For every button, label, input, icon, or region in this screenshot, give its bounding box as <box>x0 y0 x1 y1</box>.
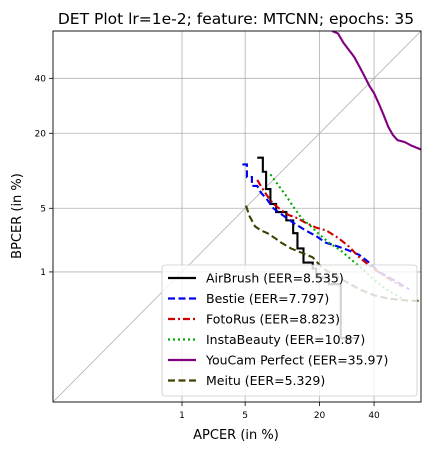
legend-box <box>161 264 418 397</box>
y-tick-label: 40 <box>35 74 47 84</box>
series-line-4 <box>331 31 421 151</box>
legend-label-2: FotoRus (EER=8.823) <box>206 312 340 327</box>
diagonal-reference <box>53 31 421 402</box>
series-line-2 <box>256 179 403 288</box>
y-tick-label: 5 <box>40 204 46 214</box>
legend-label-1: Bestie (EER=7.797) <box>206 291 329 306</box>
x-tick-label: 1 <box>179 411 185 421</box>
legend-label-0: AirBrush (EER=8.535) <box>206 271 344 286</box>
series-line-1 <box>242 163 410 291</box>
legend: AirBrush (EER=8.535) Bestie (EER=7.797) Fo… <box>161 264 418 397</box>
x-tick-label: 5 <box>242 411 248 421</box>
y-axis-label: BPCER (in %) <box>10 173 25 259</box>
y-tick-label: 1 <box>40 268 46 278</box>
legend-label-3: InstaBeauty (EER=10.87) <box>206 332 365 347</box>
y-axis-ticks: 1 5 20 40 <box>35 74 53 278</box>
diagonal-line <box>53 31 421 402</box>
legend-label-4: YouCam Perfect (EER=35.97) <box>205 353 388 368</box>
x-tick-label: 20 <box>314 411 326 421</box>
plot-frame <box>52 30 422 403</box>
legend-label-5: Meitu (EER=5.329) <box>206 373 325 388</box>
x-axis-ticks: 1 5 20 40 <box>179 402 380 421</box>
y-tick-label: 20 <box>35 129 47 139</box>
x-tick-label: 40 <box>368 411 380 421</box>
x-axis-label: APCER (in %) <box>193 428 279 443</box>
chart-title: DET Plot lr=1e-2; feature: MTCNN; epochs… <box>58 10 414 28</box>
